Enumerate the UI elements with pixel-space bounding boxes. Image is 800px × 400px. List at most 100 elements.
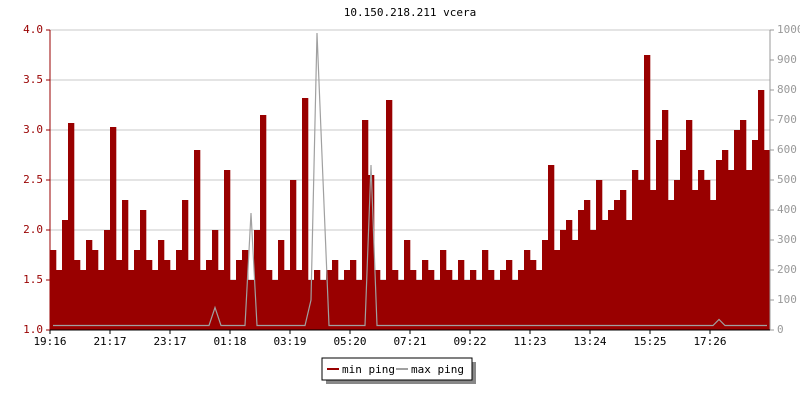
min-ping-bar — [614, 200, 621, 330]
min-ping-bar — [362, 120, 369, 330]
y2-tick-label: 800 — [777, 83, 797, 96]
y-tick-label: 1.5 — [23, 273, 43, 286]
min-ping-bar — [470, 270, 477, 330]
min-ping-bar — [608, 210, 615, 330]
min-ping-bar — [344, 270, 351, 330]
min-ping-bar — [248, 280, 255, 330]
min-ping-bar — [650, 190, 657, 330]
min-ping-bar — [218, 270, 225, 330]
y2-tick-label: 900 — [777, 53, 797, 66]
y-tick-label: 1.0 — [23, 323, 43, 336]
x-tick-label: 17:26 — [693, 335, 726, 348]
min-ping-bar — [578, 210, 585, 330]
min-ping-bar — [290, 180, 297, 330]
min-ping-bar — [158, 240, 165, 330]
min-ping-bar — [542, 240, 549, 330]
min-ping-bar — [296, 270, 303, 330]
x-tick-label: 11:23 — [513, 335, 546, 348]
min-ping-bar — [98, 270, 105, 330]
min-ping-bar — [368, 175, 375, 330]
min-ping-bar — [194, 150, 201, 330]
min-ping-bar — [200, 270, 207, 330]
min-ping-bar — [710, 200, 717, 330]
min-ping-bar — [512, 280, 519, 330]
x-tick-label: 15:25 — [633, 335, 666, 348]
x-tick-label: 01:18 — [213, 335, 246, 348]
min-ping-bar — [740, 120, 747, 330]
min-ping-bar — [686, 120, 693, 330]
min-ping-bar — [212, 230, 219, 330]
min-ping-bar — [590, 230, 597, 330]
min-ping-bar — [458, 260, 465, 330]
min-ping-bar — [716, 160, 723, 330]
min-ping-bar — [752, 140, 759, 330]
min-ping-bar — [536, 270, 543, 330]
x-tick-label: 07:21 — [393, 335, 426, 348]
min-ping-bar — [320, 280, 327, 330]
min-ping-bar — [494, 280, 501, 330]
min-ping-bar — [452, 280, 459, 330]
min-ping-bar — [704, 180, 711, 330]
min-ping-bar — [62, 220, 69, 330]
min-ping-bar — [500, 270, 507, 330]
min-ping-bar — [314, 270, 321, 330]
y-tick-label: 3.5 — [23, 73, 43, 86]
chart-title: 10.150.218.211 vcera — [344, 6, 476, 19]
min-ping-bar — [116, 260, 123, 330]
min-ping-bar — [638, 180, 645, 330]
x-tick-label: 21:17 — [93, 335, 126, 348]
min-ping-bar — [692, 190, 699, 330]
min-ping-bar — [356, 280, 363, 330]
min-ping-bar — [392, 270, 399, 330]
min-ping-bar — [302, 98, 309, 330]
min-ping-bar — [164, 260, 171, 330]
min-ping-bar — [644, 55, 651, 330]
min-ping-bar — [530, 260, 537, 330]
y2-tick-label: 400 — [777, 203, 797, 216]
legend-label: min ping — [342, 363, 395, 376]
min-ping-bar — [620, 190, 627, 330]
min-ping-bar — [446, 270, 453, 330]
min-ping-bar — [146, 260, 153, 330]
y2-tick-label: 1000 — [777, 23, 800, 36]
min-ping-bar — [182, 200, 189, 330]
min-ping-bar — [308, 280, 315, 330]
x-tick-label: 13:24 — [573, 335, 606, 348]
min-ping-bar — [398, 280, 405, 330]
min-ping-bar — [338, 280, 345, 330]
y2-tick-label: 600 — [777, 143, 797, 156]
min-ping-bar — [326, 270, 333, 330]
min-ping-bar — [728, 170, 735, 330]
min-ping-bar — [428, 270, 435, 330]
min-ping-bar — [632, 170, 639, 330]
min-ping-bar — [524, 250, 531, 330]
min-ping-bar — [416, 280, 423, 330]
min-ping-bar — [332, 260, 339, 330]
x-tick-label: 03:19 — [273, 335, 306, 348]
max-ping-line — [53, 32, 767, 327]
min-ping-bar — [152, 270, 159, 330]
min-ping-bar — [122, 200, 129, 330]
min-ping-bar — [170, 270, 177, 330]
min-ping-bar — [758, 90, 765, 330]
min-ping-bar — [482, 250, 489, 330]
min-ping-bar — [80, 270, 87, 330]
y2-tick-label: 500 — [777, 173, 797, 186]
min-ping-bar — [566, 220, 573, 330]
min-ping-bar — [410, 270, 417, 330]
min-ping-bar — [188, 260, 195, 330]
y-tick-label: 2.0 — [23, 223, 43, 236]
min-ping-bar — [242, 250, 249, 330]
legend-label: max ping — [411, 363, 464, 376]
min-ping-bar — [404, 240, 411, 330]
min-ping-bar — [440, 250, 447, 330]
min-ping-bar — [506, 260, 513, 330]
min-ping-bar — [128, 270, 135, 330]
x-tick-label: 19:16 — [33, 335, 66, 348]
min-ping-bar — [254, 230, 261, 330]
min-ping-bar — [560, 230, 567, 330]
y-tick-label: 2.5 — [23, 173, 43, 186]
y2-tick-label: 0 — [777, 323, 784, 336]
min-ping-bar — [746, 170, 753, 330]
